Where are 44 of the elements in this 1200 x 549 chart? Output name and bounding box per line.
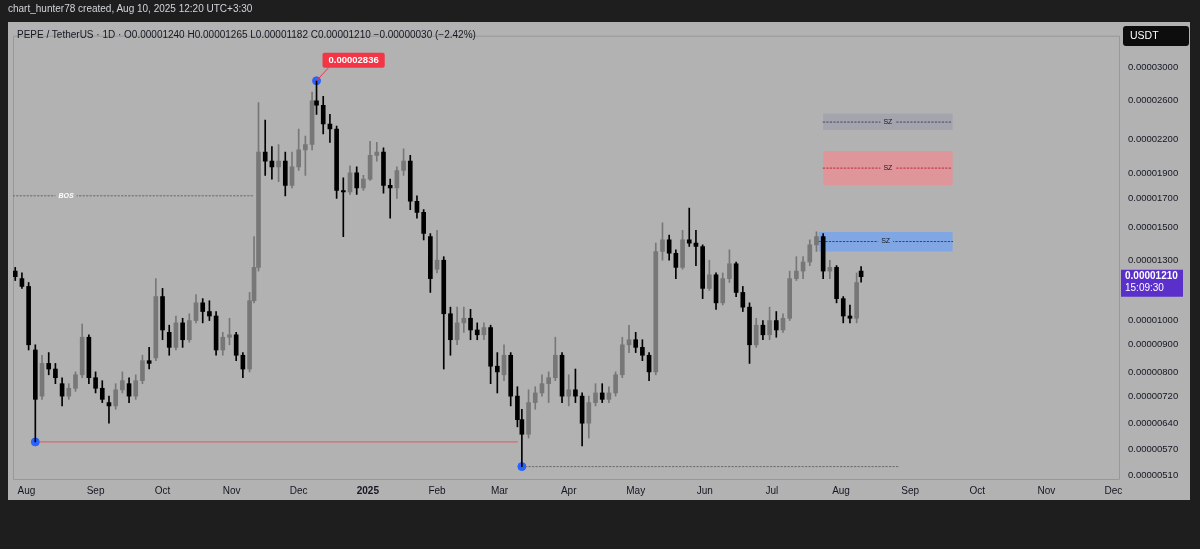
x-tick-label: Dec <box>289 484 308 496</box>
y-axis-title: USDT <box>1130 29 1160 42</box>
y-tick-label: 0.00001500 <box>1128 220 1179 232</box>
y-tick-label: 0.00000800 <box>1128 365 1179 377</box>
text: 0.00001210 <box>1125 270 1179 282</box>
text: 15:09:30 <box>1125 281 1165 293</box>
x-tick-label: Dec <box>1104 484 1123 496</box>
candlestick <box>262 119 268 176</box>
candlestick <box>494 352 500 394</box>
chart-title: PEPE / TetherUS · 1D · O0.00001240 H0.00001265 L0.00001182 C0.00001210 −0.00000030 (−2.42%) <box>17 28 476 40</box>
x-tick-label: Sep <box>86 484 105 496</box>
annotation: 0.00002836 <box>328 53 379 65</box>
y-tick-label: 0.00000570 <box>1128 443 1179 455</box>
y-tick-label: 0.00000640 <box>1128 416 1179 428</box>
y-tick-label: 0.00002200 <box>1128 132 1179 144</box>
candlestick <box>374 142 380 162</box>
candlestick <box>340 177 346 238</box>
x-tick-label: Feb <box>428 484 447 496</box>
x-tick-label: Sep <box>901 484 920 496</box>
x-tick-label: Aug <box>832 484 850 496</box>
x-tick-label: Aug <box>17 484 36 496</box>
y-tick-label: 0.00002600 <box>1128 94 1179 106</box>
x-tick-label: Oct <box>154 484 171 496</box>
y-tick-label: 0.00001000 <box>1128 314 1179 326</box>
x-tick-label: Jul <box>765 484 779 496</box>
x-tick-label: Nov <box>222 484 241 496</box>
y-tick-label: 0.00001700 <box>1128 192 1179 204</box>
x-tick-label: Mar <box>490 484 509 496</box>
y-tick-label: 0.00001300 <box>1128 253 1179 265</box>
x-tick-label: Nov <box>1037 484 1056 496</box>
candlestick <box>387 178 393 219</box>
y-tick-label: 0.00001900 <box>1128 166 1179 178</box>
x-tick-label: Oct <box>969 484 986 496</box>
x-tick-label: Jun <box>696 484 713 496</box>
y-tick-label: 0.00003000 <box>1128 61 1179 73</box>
y-tick-label: 0.00000510 <box>1128 469 1179 481</box>
text: chart_hunter78 created, Aug 10, 2025 12:20 UTC+3:30 <box>8 3 253 15</box>
y-tick-label: 0.00000900 <box>1128 338 1179 350</box>
y-tick-label: 0.00000720 <box>1128 389 1179 401</box>
candlestick <box>566 374 572 407</box>
candlestick <box>146 347 152 370</box>
x-tick-label: 2025 <box>356 484 380 496</box>
x-tick-label: May <box>626 484 646 496</box>
x-tick-label: Apr <box>560 484 578 496</box>
